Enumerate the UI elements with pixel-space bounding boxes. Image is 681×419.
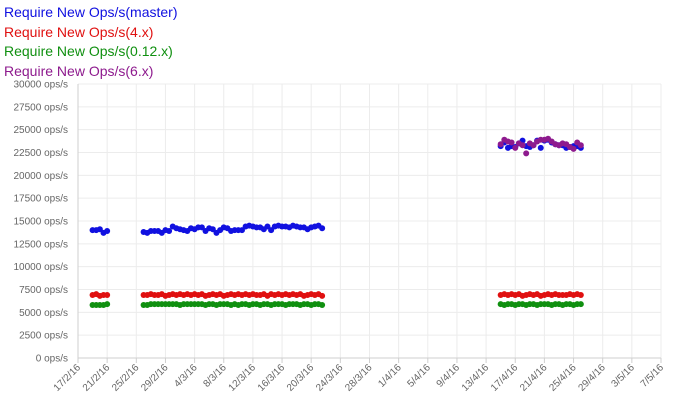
y-tick-label: 15000 ops/s — [14, 217, 69, 228]
x-tick-label: 9/4/16 — [435, 362, 463, 390]
x-tick-label: 24/3/16 — [314, 362, 346, 394]
x-tick-label: 21/4/16 — [518, 362, 550, 394]
data-point-series-0[interactable] — [96, 226, 103, 233]
y-tick-label: 2500 ops/s — [19, 331, 68, 342]
data-point-series-0[interactable] — [319, 225, 326, 232]
data-point-series-0[interactable] — [209, 226, 216, 233]
data-point-series-0[interactable] — [166, 228, 173, 235]
data-point-series-3[interactable] — [577, 142, 584, 149]
y-tick-label: 0 ops/s — [36, 354, 68, 365]
legend-item-4x[interactable]: Require New Ops/s(4.x) — [4, 23, 154, 40]
y-tick-label: 10000 ops/s — [14, 262, 69, 273]
legend-item-master[interactable]: Require New Ops/s(master) — [4, 4, 178, 20]
data-point-series-0[interactable] — [537, 144, 544, 151]
x-tick-label: 1/4/16 — [376, 362, 404, 390]
data-point-series-3[interactable] — [508, 139, 515, 146]
data-point-series-3[interactable] — [497, 141, 504, 148]
x-tick-label: 17/2/16 — [52, 362, 84, 394]
x-tick-label: 16/3/16 — [256, 362, 288, 394]
x-tick-label: 8/3/16 — [201, 362, 229, 390]
data-point-series-3[interactable] — [530, 142, 537, 149]
data-point-series-0[interactable] — [238, 227, 245, 234]
x-tick-label: 12/3/16 — [227, 362, 259, 394]
y-tick-label: 30000 ops/s — [14, 80, 69, 91]
data-point-series-3[interactable] — [512, 144, 519, 151]
data-point-series-3[interactable] — [519, 142, 526, 149]
x-tick-label: 25/2/16 — [110, 362, 142, 394]
legend: Require New Ops/s(master) Require New Op… — [4, 3, 178, 81]
data-point-series-3[interactable] — [523, 150, 530, 157]
x-tick-label: 4/3/16 — [172, 362, 200, 390]
data-point-series-2[interactable] — [577, 301, 584, 308]
x-tick-label: 28/3/16 — [343, 362, 375, 394]
data-point-series-1[interactable] — [104, 291, 111, 298]
x-tick-label: 13/4/16 — [460, 362, 492, 394]
data-point-series-3[interactable] — [570, 145, 577, 152]
data-point-series-0[interactable] — [264, 223, 271, 230]
x-tick-label: 20/3/16 — [285, 362, 317, 394]
data-point-series-2[interactable] — [319, 302, 326, 309]
data-points — [89, 135, 584, 309]
legend-item-6x[interactable]: Require New Ops/s(6.x) — [4, 62, 154, 79]
data-point-series-1[interactable] — [319, 292, 326, 299]
data-point-series-1[interactable] — [577, 291, 584, 298]
data-point-series-0[interactable] — [198, 224, 205, 231]
x-tick-label: 25/4/16 — [547, 362, 579, 394]
y-tick-label: 22500 ops/s — [14, 148, 69, 159]
y-tick-label: 20000 ops/s — [14, 171, 69, 182]
data-point-series-0[interactable] — [104, 228, 111, 235]
y-tick-label: 12500 ops/s — [14, 239, 69, 250]
data-point-series-0[interactable] — [268, 227, 275, 234]
y-tick-label: 5000 ops/s — [19, 308, 68, 319]
y-tick-label: 7500 ops/s — [19, 285, 68, 296]
grid — [77, 83, 662, 359]
y-tick-label: 27500 ops/s — [14, 102, 69, 113]
x-tick-label: 5/4/16 — [405, 362, 433, 390]
x-tick-label: 3/5/16 — [610, 362, 638, 390]
legend-item-012x[interactable]: Require New Ops/s(0.12.x) — [4, 43, 173, 59]
y-tick-label: 17500 ops/s — [14, 194, 69, 205]
x-tick-label: 29/2/16 — [139, 362, 171, 394]
x-tick-label: 17/4/16 — [489, 362, 521, 394]
x-tick-label: 21/2/16 — [81, 362, 113, 394]
x-tick-label: 29/4/16 — [576, 362, 608, 394]
x-tick-label: 7/5/16 — [639, 362, 667, 390]
y-tick-label: 25000 ops/s — [14, 125, 69, 136]
data-point-series-2[interactable] — [104, 301, 111, 308]
